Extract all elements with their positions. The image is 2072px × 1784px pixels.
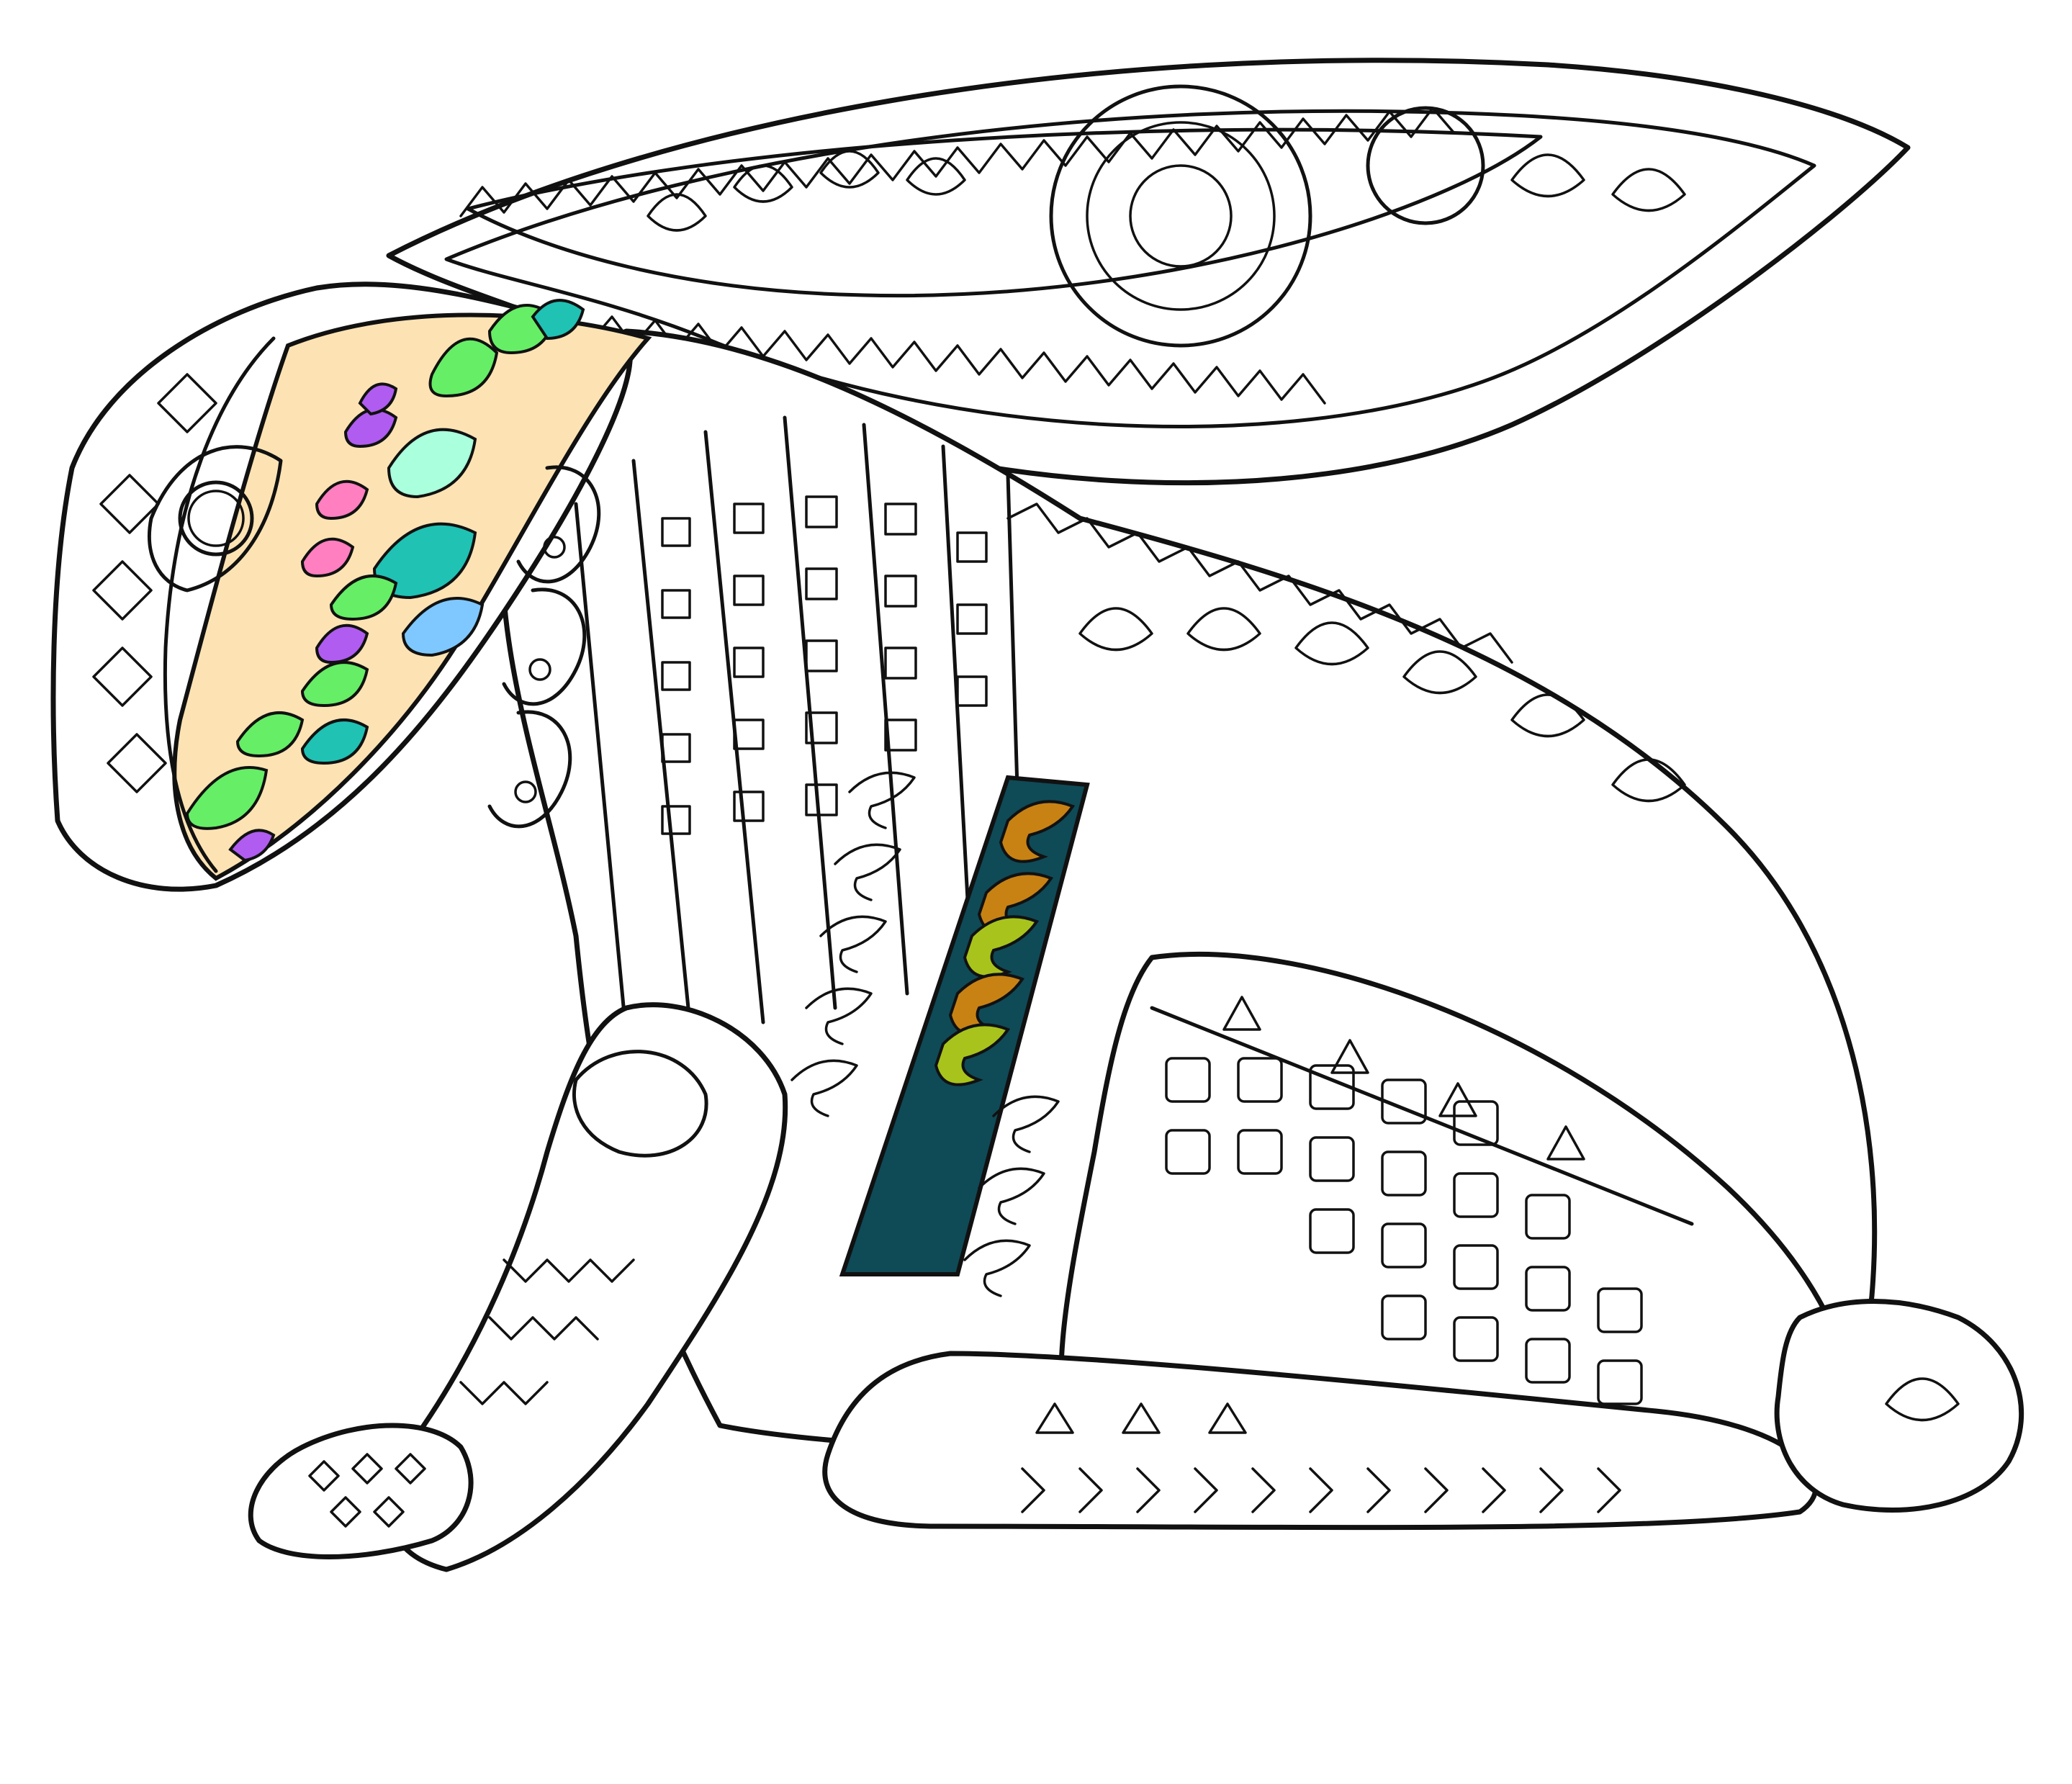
leaf-teal-3 [300, 718, 369, 765]
leaf-green-3 [329, 575, 398, 621]
eye-pupil [187, 490, 245, 547]
face-leaves [185, 299, 585, 862]
leaf-teal-2 [531, 299, 585, 341]
hind-foot [822, 1351, 1819, 1531]
leaf-mint-1 [387, 428, 477, 499]
head-inner-line [163, 336, 276, 873]
band-wave-1 [999, 800, 1076, 863]
ear-center-lobe [466, 127, 1543, 298]
hind-leg-squares [1165, 1057, 1643, 1405]
ear-paisley-drops [647, 150, 1686, 232]
front-leg [386, 1002, 788, 1572]
ear-spiral-inner [1129, 164, 1233, 268]
ear-zigzag-top [459, 107, 1456, 217]
hind-foot-chevrons [1021, 1467, 1621, 1513]
leaf-green-6 [235, 711, 305, 758]
front-paw-diamonds [308, 1453, 426, 1528]
eye [178, 480, 254, 557]
front-leg-zigzag [459, 1258, 635, 1405]
leaf-purple-3 [228, 829, 276, 862]
hind-foot-triangles [1035, 1402, 1247, 1434]
colored-band [839, 775, 1090, 1276]
flank-swirls [790, 771, 1060, 1297]
leaf-purple-2 [315, 623, 369, 665]
leaf-green-5 [185, 766, 269, 830]
front-paw [248, 1423, 474, 1559]
ear-spiral-mid [1086, 121, 1276, 311]
back-zigzag [1006, 503, 1513, 664]
tail [1774, 1299, 2024, 1513]
leaf-green-1 [428, 337, 499, 398]
front-leg-outline [386, 1002, 788, 1572]
head-diamond-pattern [92, 373, 217, 793]
hind-leg-triangles [1222, 996, 1585, 1161]
ear-spiral-outer [1049, 84, 1312, 348]
leaf-pink-2 [300, 537, 355, 578]
leaf-pink-1 [315, 479, 369, 521]
leaf-purple-4 [358, 382, 398, 416]
leaf-blue-1 [401, 597, 485, 657]
leaf-green-4 [300, 661, 369, 708]
chest-squares [661, 495, 988, 835]
back-paisley-drops [1078, 607, 1686, 803]
front-paw-outline [248, 1423, 474, 1559]
tail-paisley [1885, 1377, 1960, 1422]
hind-foot-outline [822, 1351, 1819, 1531]
ear-spiral-right [1366, 106, 1485, 225]
band-wave-5 [934, 1023, 1011, 1086]
shoulder-swirls [487, 465, 601, 829]
front-leg-shoulder [572, 1050, 708, 1158]
tail-outline [1774, 1299, 2024, 1513]
hind-leg-triangle-band [1150, 1006, 1694, 1226]
head [50, 281, 652, 892]
